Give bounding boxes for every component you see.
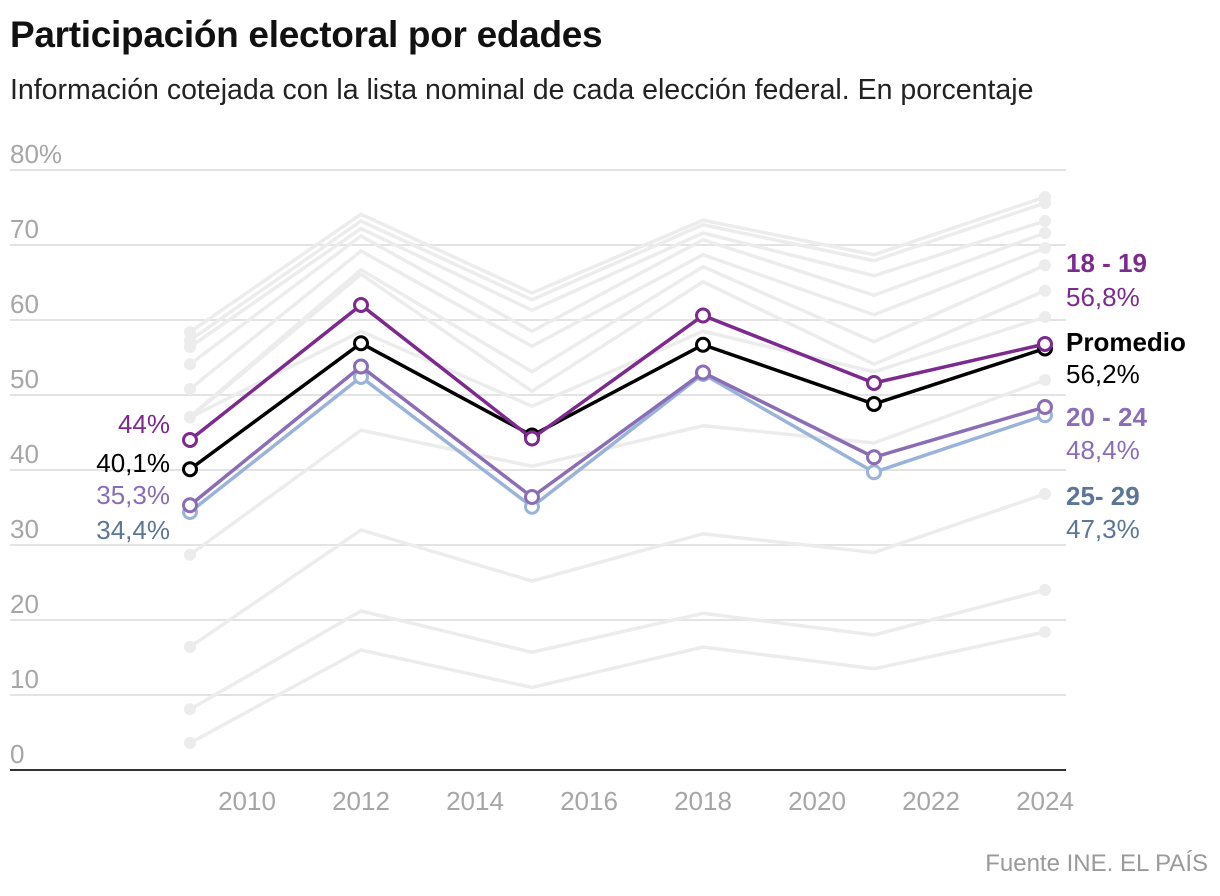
background-series-line (188, 231, 1046, 366)
series-line (188, 302, 1046, 442)
background-series-line (188, 272, 1046, 419)
data-point (695, 364, 711, 381)
x-tick-label: 2024 (1016, 786, 1074, 816)
start-value-label: 35,3% (96, 480, 170, 510)
background-series-point (184, 411, 196, 424)
data-point (695, 336, 711, 353)
data-point (182, 497, 198, 514)
background-series-line (189, 219, 1046, 349)
series-name-label: 20 - 24 (1066, 402, 1147, 432)
x-tick-label: 2020 (788, 786, 846, 816)
background-series-point (184, 737, 196, 749)
data-point (866, 449, 882, 466)
background-series-line (189, 630, 1046, 745)
y-tick-label: 50 (10, 364, 39, 394)
data-point (353, 335, 369, 352)
x-tick-label: 2010 (218, 786, 276, 816)
x-tick-label: 2016 (560, 786, 618, 816)
x-tick-label: 2014 (446, 786, 504, 816)
background-series-point (1039, 584, 1051, 596)
start-value-label: 34,4% (96, 515, 170, 545)
background-series-point (1039, 626, 1051, 638)
x-tick-label: 2022 (902, 786, 960, 816)
data-point (353, 297, 369, 313)
background-series-line (189, 492, 1046, 649)
y-tick-label: 60 (10, 289, 39, 319)
data-point (1037, 336, 1053, 352)
series-line (188, 371, 1046, 514)
background-series-point (184, 358, 196, 371)
series-line (188, 364, 1046, 507)
y-tick-label: 0 (10, 739, 24, 769)
data-point (182, 432, 198, 448)
chart-title: Participación electoral por edades (10, 14, 603, 55)
series-line (188, 341, 1046, 471)
background-series-point (184, 703, 196, 716)
series-name-label: 25- 29 (1066, 481, 1140, 511)
background-series-point (1039, 374, 1051, 386)
source-note: Fuente INE. EL PAÍS (985, 850, 1208, 877)
data-point (695, 307, 711, 324)
series-name-label: 18 - 19 (1066, 248, 1147, 278)
chart-subtitle: Información cotejada con la lista nomina… (10, 74, 1034, 106)
data-point (866, 396, 882, 412)
end-value-label: 56,8% (1066, 282, 1140, 312)
data-point (524, 489, 540, 505)
end-value-label: 47,3% (1066, 514, 1140, 544)
background-series-point (1039, 259, 1051, 272)
data-point (353, 358, 369, 375)
background-series-line (189, 315, 1046, 420)
background-series-point (1039, 215, 1051, 227)
start-value-label: 40,1% (96, 448, 170, 478)
background-series-point (184, 383, 196, 395)
x-tick-label: 2018 (674, 786, 732, 816)
data-point (866, 464, 882, 481)
data-point (866, 375, 882, 391)
y-tick-label: 40 (10, 439, 39, 469)
background-series-point (184, 341, 196, 353)
background-series-line (189, 195, 1046, 334)
background-series-point (1039, 284, 1051, 297)
background-series-point (1039, 242, 1051, 254)
data-point (1037, 399, 1053, 415)
background-series-point (1039, 311, 1051, 323)
end-value-label: 48,4% (1066, 435, 1140, 465)
background-series-point (184, 548, 196, 561)
background-series-point (1039, 488, 1051, 500)
y-tick-label: 10 (10, 664, 39, 694)
data-point (524, 430, 540, 447)
y-tick-label: 70 (10, 214, 39, 244)
data-point (182, 461, 198, 478)
end-value-label: 56,2% (1066, 359, 1140, 389)
y-tick-label: 20 (10, 589, 39, 619)
background-series-point (1039, 227, 1051, 239)
start-value-label: 44% (118, 409, 170, 439)
background-series-point (184, 326, 196, 338)
y-tick-label: 80% (10, 139, 62, 169)
background-series-line (188, 263, 1046, 419)
series-name-label: Promedio (1066, 327, 1186, 357)
x-tick-label: 2012 (332, 786, 390, 816)
background-series-line (188, 201, 1046, 342)
y-tick-label: 30 (10, 514, 39, 544)
background-series-line (188, 378, 1046, 557)
background-series-line (189, 588, 1046, 711)
background-series-point (1039, 197, 1051, 209)
background-series-point (184, 641, 196, 653)
background-series-line (188, 246, 1046, 391)
